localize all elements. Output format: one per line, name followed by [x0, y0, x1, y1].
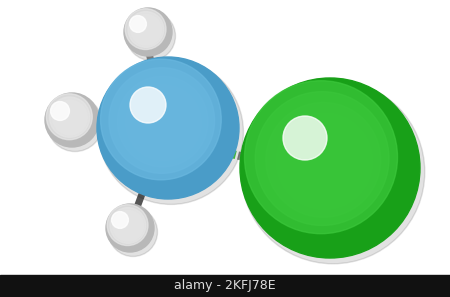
Circle shape — [53, 100, 87, 135]
Circle shape — [108, 208, 158, 257]
Circle shape — [125, 9, 166, 50]
Text: alamy - 2KFJ78E: alamy - 2KFJ78E — [174, 279, 276, 293]
Circle shape — [63, 110, 80, 127]
Circle shape — [124, 222, 135, 232]
Circle shape — [100, 59, 221, 180]
Circle shape — [137, 20, 157, 41]
Circle shape — [56, 104, 85, 132]
Circle shape — [283, 116, 327, 160]
Circle shape — [130, 87, 166, 123]
Circle shape — [134, 94, 194, 154]
Circle shape — [142, 26, 153, 36]
Circle shape — [45, 93, 99, 147]
Circle shape — [130, 16, 146, 32]
Circle shape — [309, 146, 347, 184]
Circle shape — [116, 214, 141, 239]
Circle shape — [320, 157, 338, 176]
Circle shape — [266, 102, 381, 217]
Circle shape — [107, 205, 148, 246]
Circle shape — [59, 107, 82, 130]
Circle shape — [112, 211, 128, 228]
Circle shape — [106, 204, 154, 252]
Circle shape — [66, 113, 77, 125]
Circle shape — [131, 15, 162, 45]
Circle shape — [109, 68, 215, 173]
Circle shape — [241, 80, 425, 264]
Circle shape — [69, 117, 75, 122]
Circle shape — [143, 102, 188, 147]
Circle shape — [127, 225, 132, 230]
Circle shape — [287, 124, 364, 201]
Circle shape — [97, 57, 239, 199]
Circle shape — [50, 102, 69, 121]
Circle shape — [255, 91, 389, 225]
Circle shape — [240, 78, 420, 258]
Circle shape — [145, 29, 150, 34]
Circle shape — [134, 18, 159, 43]
Circle shape — [99, 60, 243, 204]
Circle shape — [110, 208, 146, 243]
Circle shape — [126, 85, 201, 160]
Circle shape — [47, 97, 103, 151]
Bar — [0, 275, 450, 297]
Circle shape — [113, 211, 144, 241]
Circle shape — [46, 94, 92, 140]
Circle shape — [122, 219, 137, 235]
Circle shape — [140, 23, 155, 39]
Circle shape — [124, 8, 172, 56]
Circle shape — [126, 12, 176, 61]
Circle shape — [119, 216, 139, 237]
Circle shape — [128, 12, 164, 47]
Circle shape — [244, 81, 397, 234]
Circle shape — [298, 135, 356, 193]
Circle shape — [160, 119, 175, 135]
Circle shape — [277, 113, 372, 209]
Circle shape — [117, 76, 208, 167]
Circle shape — [151, 111, 181, 141]
Circle shape — [50, 97, 90, 137]
